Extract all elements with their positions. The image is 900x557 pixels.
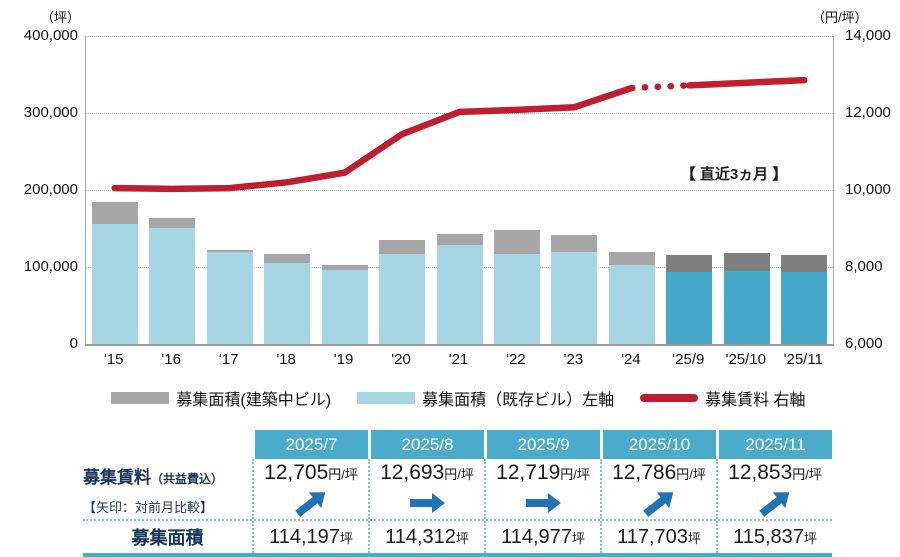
right-axis-tick: 8,000 <box>845 258 883 275</box>
month-header-cell: 2025/11 <box>716 430 832 459</box>
rent-value-cell: 12,705円/坪 <box>252 459 368 519</box>
bar-construction-segment <box>321 265 368 271</box>
area-value-cell: 114,312坪 <box>368 521 484 553</box>
bar-existing-segment <box>781 272 828 344</box>
bar-construction-segment <box>436 233 483 246</box>
bar-existing-segment <box>436 245 483 344</box>
area-value-cell: 114,197坪 <box>252 521 368 553</box>
bar-existing-segment <box>493 253 540 344</box>
trend-arrow-icon <box>755 484 795 521</box>
bar-construction-segment <box>264 253 311 264</box>
x-axis-label: '17 <box>218 351 239 368</box>
x-axis-label: '20 <box>391 351 411 368</box>
x-axis-label: '23 <box>563 351 584 368</box>
rent-label: 募集賃料 <box>83 468 151 487</box>
legend-item-construction: 募集面積(建築中ビル) <box>111 386 331 410</box>
x-axis-label: '25/11 <box>783 351 823 368</box>
x-axis-label: '24 <box>621 351 641 368</box>
month-header-cell: 2025/8 <box>368 430 484 459</box>
area-row: 募集面積 114,197坪 114,312坪 114,977坪 117,703坪 115… <box>83 521 832 553</box>
gray-bar-swatch-icon <box>111 392 170 404</box>
red-line-swatch-icon <box>640 394 699 402</box>
left-axis-tick: 0 <box>69 335 78 352</box>
x-axis-label: '18 <box>276 351 296 368</box>
right-axis-tick: 6,000 <box>845 335 883 352</box>
bar-construction-segment <box>666 255 713 273</box>
x-axis-label: '21 <box>448 351 469 368</box>
bar-construction-segment <box>493 230 540 254</box>
bar-construction-segment <box>551 234 598 253</box>
bar-existing-segment <box>264 263 311 344</box>
rent-row: 募集賃料（共益費込） 【矢印：対前月比較】 12,705円/坪 12,693円/坪… <box>83 459 832 521</box>
gridline <box>86 190 833 191</box>
x-axis-label: '19 <box>333 351 354 368</box>
legend-label-rent: 募集賃料 右軸 <box>705 392 806 409</box>
area-value-cell: 117,703坪 <box>600 521 716 553</box>
recent-3-months-annotation: 【 直近3ヵ月 】 <box>680 166 788 183</box>
bar-existing-segment <box>379 253 426 344</box>
trend-arrow-icon <box>409 493 445 513</box>
legend-item-existing: 募集面積（既存ビル）左軸 <box>357 386 614 410</box>
bar-existing-segment <box>206 252 253 344</box>
bar-construction-segment <box>379 240 426 254</box>
bar-existing-segment <box>608 265 655 344</box>
lightblue-bar-swatch-icon <box>357 392 416 404</box>
trend-arrow-icon <box>291 484 331 521</box>
trend-arrow-icon <box>639 484 679 521</box>
month-header-cell: 2025/9 <box>484 430 600 459</box>
legend-label-existing: 募集面積（既存ビル）左軸 <box>422 392 615 409</box>
rent-sublabel: （共益費込） <box>151 472 224 486</box>
trend-arrow-icon <box>525 493 561 513</box>
bar-existing-segment <box>149 227 196 344</box>
left-axis-tick: 200,000 <box>23 181 78 198</box>
rent-value-cell: 12,719円/坪 <box>484 459 600 519</box>
x-axis-label: '16 <box>161 351 181 368</box>
arrow-note-label: 【矢印：対前月比較】 <box>83 500 214 515</box>
left-axis-tick: 100,000 <box>23 258 78 275</box>
area-row-label: 募集面積 <box>131 528 204 548</box>
legend-item-rent: 募集賃料 右軸 <box>640 386 806 410</box>
x-axis-label: '22 <box>506 351 526 368</box>
empty-header-cell <box>83 430 252 459</box>
right-axis-tick: 12,000 <box>845 104 891 121</box>
legend: 募集面積(建築中ビル) 募集面積（既存ビル）左軸 募集賃料 右軸 <box>85 385 832 411</box>
bar-construction-segment <box>206 250 253 253</box>
month-header-cell: 2025/7 <box>252 430 368 459</box>
rent-row-label: 募集賃料（共益費込） 【矢印：対前月比較】 <box>83 459 252 519</box>
bar-existing-segment <box>321 270 368 344</box>
bar-construction-segment <box>149 217 196 228</box>
table-bottom-accent <box>83 553 832 557</box>
right-axis-unit-label: （円/坪） <box>812 10 868 25</box>
bar-construction-segment <box>91 201 138 224</box>
left-axis-tick: 300,000 <box>23 104 78 121</box>
bar-existing-segment <box>91 223 138 344</box>
right-axis-tick: 10,000 <box>845 181 891 198</box>
table-header-row: 2025/7 2025/8 2025/9 2025/10 2025/11 <box>83 430 832 459</box>
x-axis-label: '25/9 <box>672 351 705 368</box>
area-value-cell: 114,977坪 <box>484 521 600 553</box>
bar-existing-segment <box>723 270 770 344</box>
left-axis-unit-label: （坪） <box>40 10 80 25</box>
rent-value-cell: 12,786円/坪 <box>600 459 716 519</box>
bar-construction-segment <box>723 253 770 271</box>
combo-chart: （坪） （円/坪） 【 直近3ヵ月 】 400,000 300,000 200,00… <box>23 10 891 368</box>
month-header-cell: 2025/10 <box>600 430 716 459</box>
chart-plot <box>85 36 834 346</box>
legend-label-construction: 募集面積(建築中ビル) <box>176 392 332 409</box>
right-axis-tick: 14,000 <box>845 27 891 44</box>
gridline <box>86 36 833 37</box>
x-axis-label: '25/10 <box>725 351 766 368</box>
summary-table: 2025/7 2025/8 2025/9 2025/10 2025/11 募集賃料（共益… <box>83 430 832 557</box>
bar-existing-segment <box>551 252 598 344</box>
rent-value-cell: 12,853円/坪 <box>716 459 832 519</box>
rent-value-cell: 12,693円/坪 <box>368 459 484 519</box>
area-value-cell: 115,837坪 <box>716 521 832 553</box>
bar-construction-segment <box>608 252 655 266</box>
bar-construction-segment <box>781 254 828 273</box>
bar-existing-segment <box>666 272 713 344</box>
left-axis-tick: 400,000 <box>23 27 78 44</box>
x-axis-label: '15 <box>103 351 124 368</box>
rent-line <box>111 76 808 193</box>
